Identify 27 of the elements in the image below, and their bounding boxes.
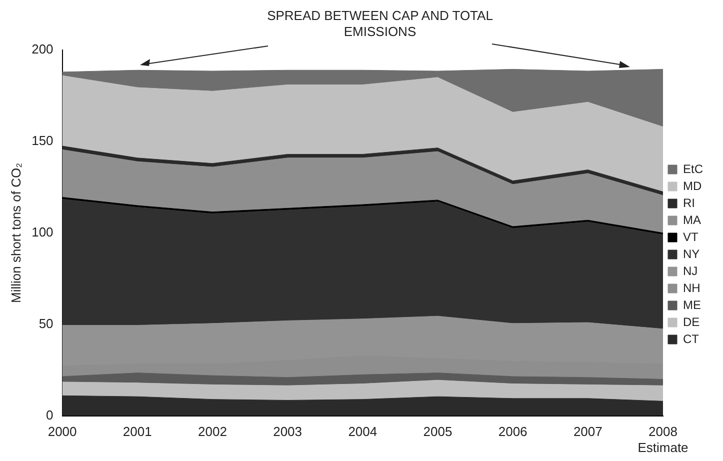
legend-label: MD [682,178,702,193]
y-tick-label: 0 [46,407,54,422]
legend-label: NY [682,246,700,261]
legend-label: ME [682,298,701,312]
y-tick-label: 50 [38,316,54,331]
legend-label: NH [682,280,700,295]
y-tick-label: 150 [32,133,54,148]
x-tick-label: 2000 [48,424,77,440]
x-tick-label: 2007 [573,424,602,440]
x-tick-label: 2005 [423,424,452,440]
legend-label: VT [682,230,699,244]
legend-label: EtC [682,162,704,176]
x-tick-label: 2002 [198,424,227,440]
x-tick-label: 2008 Estimate [638,424,688,455]
legend-label: DE [682,314,700,329]
x-tick-label: 2003 [273,424,302,440]
y-axis-title: Million short tons of CO₂ [8,162,24,303]
x-tick-label: 2001 [122,424,152,440]
legend-label: NJ [682,264,698,278]
legend-label: MA [682,212,701,227]
x-tick-label: 2004 [348,424,378,440]
legend-label: RI [682,196,695,210]
text: SPREAD BETWEEN CAP AND TOTAL EMISSIONS [266,8,494,40]
y-tick-label: 100 [32,224,54,240]
x-tick-label: 2006 [498,424,528,440]
y-tick-label: 200 [32,42,54,57]
legend-label: CT [682,332,700,346]
